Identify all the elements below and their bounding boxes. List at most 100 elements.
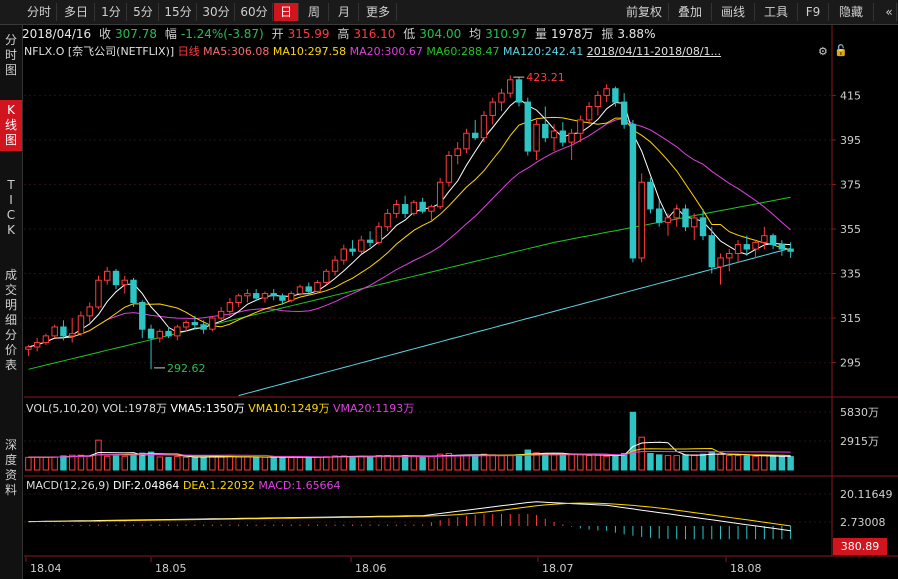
- candle-body: [550, 130, 558, 139]
- amplitude-value: 3.88%: [617, 27, 656, 41]
- dea-label: DEA:1.22032: [182, 479, 255, 492]
- volume-bar: [384, 455, 391, 471]
- lock-icon[interactable]: 🔓: [834, 44, 848, 57]
- sidebar-item-0[interactable]: 分 时 图: [4, 33, 17, 77]
- volume-bar: [77, 454, 85, 471]
- volume-bar: [182, 456, 190, 471]
- volume-bar: [147, 451, 155, 471]
- change-value: -1.24%(-3.87): [180, 27, 264, 41]
- low-value: 304.00: [419, 27, 462, 41]
- candle-body: [384, 212, 391, 228]
- volume-bar: [533, 452, 540, 471]
- volume-bar: [655, 454, 663, 471]
- candle-body: [585, 106, 593, 121]
- candle-body: [647, 181, 654, 210]
- date-tick-label: 18.04: [30, 562, 62, 575]
- volume-bar: [743, 455, 751, 471]
- sidebar-item-2[interactable]: T I C K: [6, 178, 16, 237]
- volume-bar: [419, 456, 426, 471]
- tab-0[interactable]: 分时: [22, 3, 57, 21]
- volume-bar: [769, 456, 777, 471]
- volume-bar: [471, 455, 479, 471]
- tab-7[interactable]: 日: [274, 3, 299, 21]
- ma20-line: [28, 117, 791, 348]
- tab-6[interactable]: 60分: [236, 3, 273, 21]
- candle-body: [235, 295, 242, 303]
- volume-bar: [323, 456, 330, 471]
- vma10-label: VMA10:1249万: [248, 402, 330, 415]
- candle-body: [787, 248, 794, 252]
- date-tick-label: 18.08: [730, 562, 762, 575]
- candle-body: [77, 315, 85, 335]
- sidebar-item-5[interactable]: 深 度 资 料: [4, 438, 17, 497]
- candle-body: [393, 204, 400, 214]
- tool-5[interactable]: 隐藏: [829, 3, 874, 21]
- high-annotation: 423.21: [526, 71, 565, 84]
- candle-body: [401, 204, 409, 214]
- sidebar-item-4[interactable]: 分 价 表: [4, 328, 17, 372]
- candle-body: [331, 259, 339, 272]
- volume-bar: [244, 456, 251, 471]
- volume-bar: [629, 411, 637, 471]
- close-label: 收: [99, 27, 112, 41]
- tool-3[interactable]: 工具: [755, 3, 798, 21]
- volume-tick-label: 2915万: [840, 435, 879, 448]
- volume-bar: [340, 455, 348, 471]
- quote-info-bar: 2018/04/16 收 307.78 幅 -1.24%(-3.87) 开 315.9…: [22, 25, 659, 43]
- volume-bar: [165, 456, 172, 471]
- volume-bar: [489, 454, 496, 471]
- sidebar-item-3[interactable]: 成 交 明 细: [4, 268, 17, 327]
- price-tick-label: 415: [840, 89, 861, 102]
- candle-body: [104, 270, 111, 281]
- candle-body: [699, 217, 707, 237]
- candle-body: [95, 279, 102, 308]
- tab-4[interactable]: 15分: [160, 3, 197, 21]
- tab-2[interactable]: 1分: [96, 3, 127, 21]
- tab-8[interactable]: 周: [300, 3, 329, 21]
- volume-bar: [209, 456, 216, 471]
- tab-3[interactable]: 5分: [128, 3, 159, 21]
- candle-body: [655, 208, 663, 223]
- volume-bar: [288, 456, 295, 471]
- dif-label: DIF:2.04864: [113, 479, 180, 492]
- candle-body: [191, 322, 199, 326]
- volume-bar: [673, 455, 680, 471]
- volume-bar: [121, 455, 128, 471]
- volume-tick-label: 5830万: [840, 406, 879, 419]
- candle-body: [594, 94, 602, 108]
- candle-body: [708, 235, 715, 268]
- volume-bar: [156, 456, 164, 471]
- settings-icon[interactable]: ⚙: [818, 45, 828, 58]
- vma20-label: VMA20:1193万: [333, 402, 415, 415]
- candle-body: [33, 342, 41, 348]
- candle-body: [209, 317, 216, 330]
- candle-body: [314, 281, 321, 292]
- date-range-label[interactable]: 2018/04/11-2018/08/1...: [586, 45, 722, 58]
- candle-body: [340, 248, 348, 261]
- tab-1[interactable]: 多日: [58, 3, 95, 21]
- volume-bar: [515, 454, 523, 471]
- sidebar-item-1[interactable]: K 线 图: [0, 100, 22, 151]
- tool-0[interactable]: 前复权: [620, 3, 669, 21]
- candle-body: [419, 201, 426, 212]
- volume-bar: [761, 455, 768, 471]
- candle-body: [620, 101, 628, 125]
- candle-body: [428, 206, 435, 212]
- amplitude-label: 振: [601, 27, 614, 41]
- volume-bar: [68, 454, 76, 471]
- collapse-icon[interactable]: «: [882, 3, 897, 21]
- volume-bar: [270, 456, 277, 471]
- candle-body: [305, 286, 312, 292]
- tab-5[interactable]: 30分: [198, 3, 235, 21]
- candle-body: [515, 79, 523, 103]
- price-tick-label: 315: [840, 312, 861, 325]
- tab-10[interactable]: 更多: [360, 3, 397, 21]
- tool-4[interactable]: F9: [798, 3, 829, 21]
- ma60-line: [28, 196, 791, 370]
- volume-bar: [594, 454, 602, 471]
- price-tick-label: 355: [840, 223, 861, 236]
- tool-2[interactable]: 画线: [712, 3, 755, 21]
- volume-bar: [60, 455, 67, 471]
- tool-1[interactable]: 叠加: [669, 3, 712, 21]
- tab-9[interactable]: 月: [330, 3, 359, 21]
